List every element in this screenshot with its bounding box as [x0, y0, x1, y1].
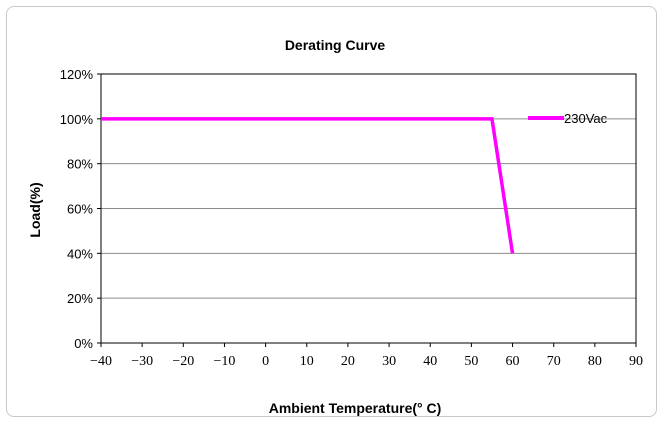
- x-axis-title: Ambient Temperature(° C): [269, 400, 442, 416]
- y-axis-ticks: 0% 20% 40% 60% 80% 100% 120%: [60, 67, 101, 351]
- y-tick-label: 40%: [67, 246, 93, 261]
- x-tick-label: 10: [300, 354, 314, 369]
- x-tick-label: 60: [506, 354, 520, 369]
- x-tick-label: −40: [90, 354, 112, 369]
- y-tick-label: 100%: [60, 112, 94, 127]
- y-tick-label: 120%: [60, 67, 94, 82]
- x-tick-label: −30: [131, 354, 153, 369]
- x-tick-label: 70: [547, 354, 561, 369]
- x-tick-label: 0: [262, 354, 269, 369]
- legend: 230Vac: [528, 111, 608, 126]
- chart-title: Derating Curve: [285, 37, 386, 53]
- x-tick-label: 20: [341, 354, 355, 369]
- y-tick-label: 0%: [74, 336, 93, 351]
- x-tick-label: 80: [588, 354, 602, 369]
- x-tick-label: 90: [629, 354, 643, 369]
- x-tick-label: −20: [172, 354, 194, 369]
- x-tick-label: −10: [214, 354, 236, 369]
- x-axis-ticks: −40 −30 −20 −10 0 10 20 30 40 50 60 70 80 90: [90, 343, 643, 369]
- legend-label-230vac: 230Vac: [564, 111, 608, 126]
- grid: [101, 118, 636, 299]
- y-axis-title: Load(%): [27, 182, 43, 237]
- series-line-230vac: [101, 117, 515, 254]
- x-tick-label: 50: [464, 354, 478, 369]
- y-tick-label: 60%: [67, 202, 93, 217]
- series-layer: [101, 117, 515, 254]
- y-tick-label: 80%: [67, 157, 93, 172]
- y-tick-label: 20%: [67, 291, 93, 306]
- x-tick-label: 30: [382, 354, 396, 369]
- x-tick-label: 40: [423, 354, 437, 369]
